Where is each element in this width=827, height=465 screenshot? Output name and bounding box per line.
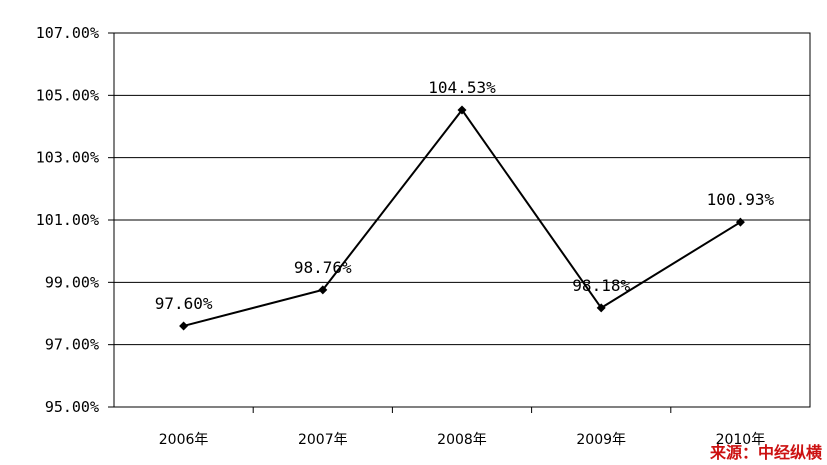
y-tick-label: 105.00% bbox=[36, 86, 99, 104]
data-point bbox=[179, 321, 189, 331]
x-tick-labels: 2006年 2007年 2008年 2009年 2010年 bbox=[159, 432, 765, 448]
data-label: 100.93% bbox=[707, 190, 775, 209]
y-tick-label: 103.00% bbox=[36, 149, 99, 167]
y-tick-label: 95.00% bbox=[45, 398, 99, 416]
x-tick-label: 2010年 bbox=[716, 432, 766, 448]
data-point bbox=[318, 285, 328, 295]
data-label: 98.18% bbox=[572, 276, 630, 295]
data-labels: 97.60% 98.76% 104.53% 98.18% 100.93% bbox=[155, 78, 775, 313]
data-label: 97.60% bbox=[155, 294, 213, 313]
y-tick-label: 97.00% bbox=[45, 336, 99, 354]
y-tick-label: 107.00% bbox=[36, 24, 99, 42]
y-tick-label: 101.00% bbox=[36, 211, 99, 229]
y-tick-label: 99.00% bbox=[45, 273, 99, 291]
axes bbox=[108, 32, 672, 413]
x-tick-label: 2008年 bbox=[437, 432, 487, 448]
y-tick-labels: 95.00% 97.00% 99.00% 101.00% 103.00% 105.00% 1… bbox=[36, 24, 99, 416]
data-point bbox=[457, 105, 467, 115]
data-label: 98.76% bbox=[294, 258, 352, 277]
x-tick-label: 2006年 bbox=[159, 432, 209, 448]
data-point bbox=[596, 303, 606, 313]
data-point bbox=[735, 217, 745, 227]
x-tick-label: 2009年 bbox=[576, 432, 626, 448]
source-note: 来源：中经纵横 bbox=[709, 443, 823, 462]
x-tick-label: 2007年 bbox=[298, 432, 348, 448]
data-label: 104.53% bbox=[428, 78, 496, 97]
series-main bbox=[179, 105, 745, 331]
